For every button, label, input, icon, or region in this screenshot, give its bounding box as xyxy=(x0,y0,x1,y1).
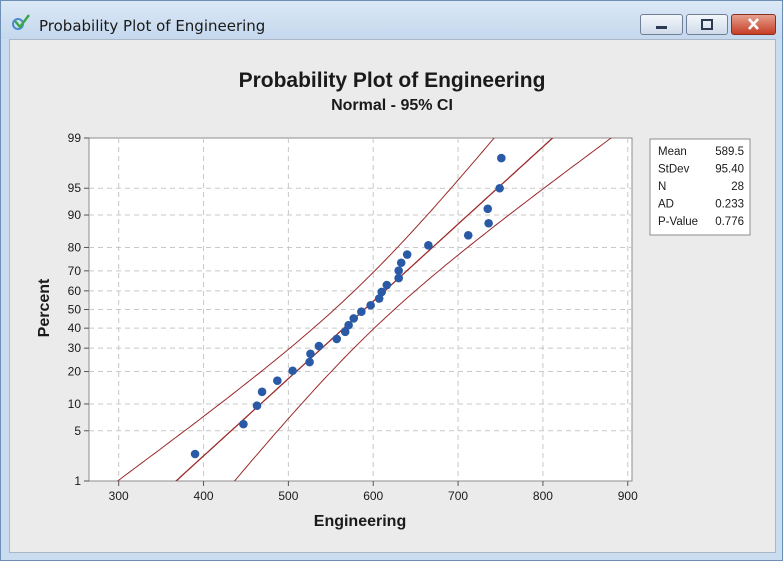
data-point xyxy=(394,273,403,283)
data-point xyxy=(273,376,282,386)
ci-lower-line xyxy=(233,138,612,481)
stat-value: 0.233 xyxy=(715,199,744,211)
close-button[interactable] xyxy=(731,14,776,35)
app-icon xyxy=(12,14,30,30)
close-icon xyxy=(748,18,759,30)
x-tick-label: 600 xyxy=(363,489,383,503)
x-tick-label: 700 xyxy=(448,489,468,503)
data-point xyxy=(305,357,314,367)
stat-label: P-Value xyxy=(658,216,698,228)
data-point xyxy=(239,419,248,429)
data-point xyxy=(332,334,342,344)
y-tick-label: 70 xyxy=(68,264,82,278)
y-tick-label: 5 xyxy=(74,424,81,438)
x-tick-label: 400 xyxy=(194,489,214,503)
grid-lines xyxy=(89,138,632,481)
y-tick-label: 80 xyxy=(68,240,82,254)
x-tick-label: 900 xyxy=(618,489,638,503)
data-point xyxy=(252,401,262,410)
data-point xyxy=(396,258,406,268)
y-axis-title: Percent xyxy=(36,278,53,337)
data-point xyxy=(357,307,366,317)
window-title: Probability Plot of Engineering xyxy=(39,17,266,35)
statistics-legend: Mean 589.5 StDev 95.40 N 28 AD 0.233 P-Value 0.77… xyxy=(649,138,751,236)
x-tick-label: 800 xyxy=(533,489,553,503)
stat-label: StDev xyxy=(658,164,690,176)
y-axis-ticks: 1 5 10 20 30 40 50 60 70 80 90 95 99 xyxy=(68,131,89,488)
title-bar[interactable]: Probability Plot of Engineering xyxy=(1,1,782,39)
stat-label: N xyxy=(658,181,666,193)
x-tick-label: 500 xyxy=(278,489,298,503)
ci-upper-line xyxy=(116,138,495,481)
data-point xyxy=(483,204,493,214)
y-tick-label: 20 xyxy=(68,365,82,379)
data-point xyxy=(340,327,350,337)
maximize-icon xyxy=(701,19,713,30)
y-tick-label: 60 xyxy=(68,284,82,298)
stat-value: 589.5 xyxy=(715,146,744,158)
stat-label: AD xyxy=(658,199,674,211)
minimize-button[interactable] xyxy=(640,14,683,35)
chart-title: Probability Plot of Engineering xyxy=(239,69,546,92)
y-tick-label: 95 xyxy=(68,181,82,195)
data-point xyxy=(484,218,493,228)
data-point xyxy=(314,341,324,351)
data-point xyxy=(497,153,506,163)
y-tick-label: 99 xyxy=(68,131,82,145)
y-tick-label: 1 xyxy=(74,474,81,488)
data-point xyxy=(306,349,315,359)
maximize-button[interactable] xyxy=(686,14,728,35)
y-tick-label: 10 xyxy=(68,397,82,411)
probability-plot: Probability Plot of Engineering Normal -… xyxy=(36,69,751,530)
data-point xyxy=(190,449,200,459)
data-points xyxy=(190,153,506,459)
data-point xyxy=(257,387,267,397)
stat-label: Mean xyxy=(658,146,687,158)
x-axis-ticks: 300 400 500 600 700 800 900 xyxy=(109,481,638,503)
data-point xyxy=(463,230,473,240)
y-tick-label: 40 xyxy=(68,321,82,335)
y-tick-label: 30 xyxy=(68,341,82,355)
statistics-box xyxy=(649,138,751,236)
y-tick-label: 90 xyxy=(68,208,82,222)
graph-window: Probability Plot of Engineering Normal -… xyxy=(9,39,776,553)
stat-value: 0.776 xyxy=(715,216,744,228)
data-point xyxy=(382,280,392,290)
minimize-icon xyxy=(656,26,667,29)
data-point xyxy=(495,183,504,193)
data-point xyxy=(394,266,403,275)
data-point xyxy=(374,294,384,303)
data-point xyxy=(349,314,359,323)
data-point xyxy=(424,241,433,250)
y-tick-label: 50 xyxy=(68,303,82,317)
chart-subtitle: Normal - 95% CI xyxy=(331,97,453,114)
data-point xyxy=(366,300,375,310)
x-axis-title: Engineering xyxy=(314,513,406,530)
x-tick-label: 300 xyxy=(109,489,129,503)
data-point xyxy=(288,366,297,376)
data-point xyxy=(377,287,387,297)
data-point xyxy=(344,320,353,330)
stat-value: 28 xyxy=(731,181,744,193)
data-point xyxy=(402,250,412,259)
stat-value: 95.40 xyxy=(715,164,744,176)
